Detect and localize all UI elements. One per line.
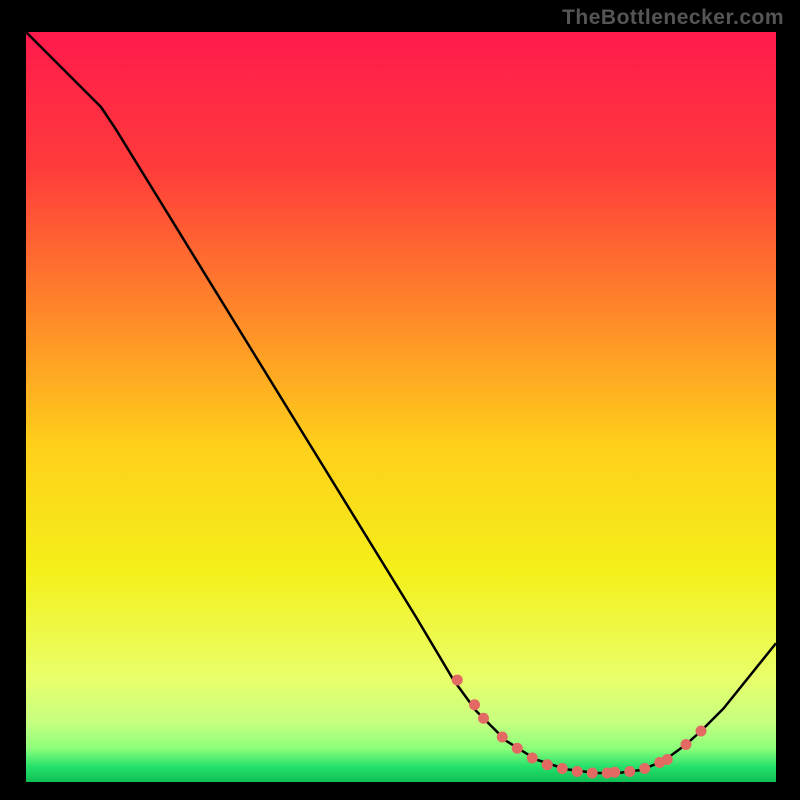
chart-svg [26,32,776,782]
data-marker [452,675,463,686]
data-marker [557,763,568,774]
data-marker [527,753,538,764]
watermark-text: TheBottlenecker.com [562,6,784,30]
data-marker [497,732,508,743]
data-marker [639,763,650,774]
data-marker [609,767,620,778]
data-marker [681,739,692,750]
data-marker [469,699,480,710]
data-marker [587,768,598,779]
gradient-background [26,32,776,782]
data-marker [662,754,673,765]
data-marker [542,759,553,770]
data-marker [572,766,583,777]
plot-area [26,32,776,782]
data-marker [696,726,707,737]
data-marker [478,713,489,724]
data-marker [512,743,523,754]
data-marker [624,766,635,777]
